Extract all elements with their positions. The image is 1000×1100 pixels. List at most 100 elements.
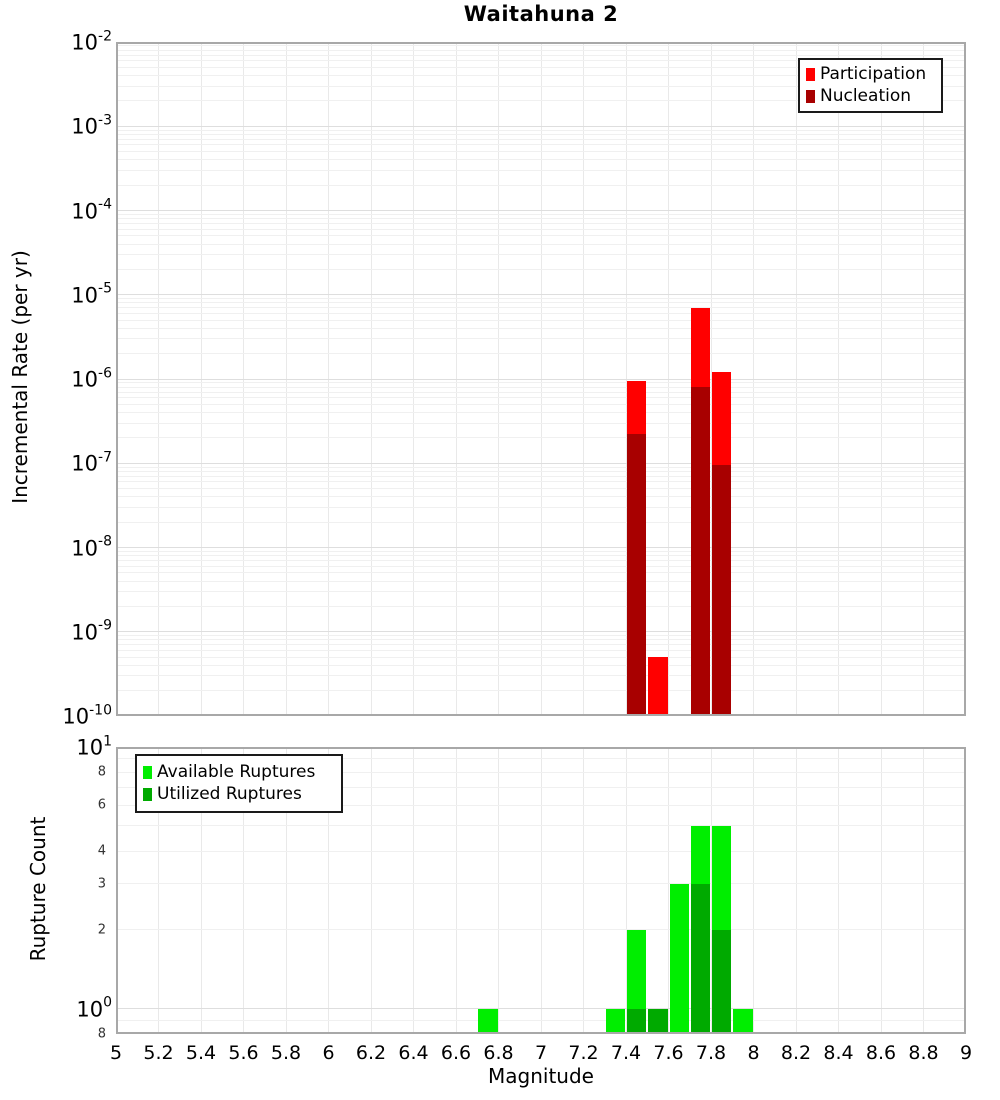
gridline-horizontal [116, 386, 966, 388]
bar-utilized [648, 1008, 668, 1034]
gridline-vertical [370, 747, 372, 1034]
legend-count: Available Ruptures Utilized Ruptures [135, 754, 343, 813]
gridline-vertical [285, 747, 287, 1034]
y-axis-tick-label: 101 [76, 733, 112, 760]
gridline-horizontal [116, 210, 966, 211]
bar-nucleation [627, 434, 647, 716]
x-axis-tick-label: 6.8 [483, 1042, 514, 1064]
gridline-vertical [455, 747, 457, 1034]
x-axis-tick-label: 5.8 [270, 1042, 302, 1064]
gridline-horizontal [116, 690, 966, 692]
gridline-horizontal [116, 496, 966, 498]
gridline-horizontal [116, 605, 966, 607]
y-axis-tick-label: 10-6 [71, 365, 112, 392]
gridline-horizontal [116, 850, 966, 852]
bar-available [605, 1008, 625, 1034]
gridline-horizontal [116, 664, 966, 666]
nucleation-swatch-icon [806, 89, 815, 103]
y-axis-minor-tick-label: 8 [97, 764, 106, 780]
gridline-horizontal [116, 422, 966, 424]
gridline-horizontal [116, 397, 966, 399]
y-axis-tick-label: 10-8 [71, 533, 112, 560]
gridline-horizontal [116, 302, 966, 304]
gridline-horizontal [116, 133, 966, 135]
gridline-horizontal [116, 555, 966, 557]
gridline-horizontal [116, 319, 966, 321]
gridline-horizontal [116, 312, 966, 314]
gridline-vertical [158, 747, 159, 1034]
gridline-vertical [243, 747, 244, 1034]
gridline-horizontal [116, 307, 966, 309]
available-swatch-icon [143, 765, 152, 779]
gridline-horizontal [116, 49, 966, 51]
gridline-horizontal [116, 235, 966, 237]
y-axis-tick-label: 100 [76, 994, 112, 1022]
gridline-horizontal [116, 631, 966, 633]
gridline-horizontal [116, 100, 966, 102]
bar-nucleation [712, 465, 732, 716]
gridline-horizontal [116, 929, 966, 931]
gridline-horizontal [116, 506, 966, 508]
y-axis-minor-tick-label: 4 [97, 843, 106, 859]
legend-item-participation: Participation [806, 66, 933, 83]
gridline-horizontal [116, 268, 966, 270]
gridline-vertical [880, 747, 882, 1034]
gridline-horizontal [116, 771, 966, 773]
gridline-horizontal [116, 462, 966, 464]
x-axis-tick-label: 6.4 [398, 1042, 429, 1064]
gridline-horizontal [116, 184, 966, 186]
gridline-horizontal [116, 804, 966, 806]
y-axis-tick-label: 10-10 [62, 702, 112, 729]
legend-item-available: Available Ruptures [143, 763, 333, 781]
x-axis-tick-label: 7.8 [695, 1042, 727, 1064]
gridline-horizontal [116, 129, 966, 131]
x-axis-tick-label: 8 [747, 1042, 760, 1064]
gridline-horizontal [116, 125, 966, 127]
y-axis-minor-tick-label: 8 [97, 1026, 106, 1042]
gridline-horizontal [116, 656, 966, 658]
gridline-horizontal [116, 475, 966, 477]
gridline-horizontal [116, 254, 966, 256]
gridline-vertical [923, 747, 924, 1034]
gridline-horizontal [116, 85, 966, 87]
gridline-horizontal [116, 66, 966, 68]
legend-item-utilized: Utilized Ruptures [143, 786, 333, 803]
gridline-horizontal [116, 223, 966, 225]
legend-label-participation: Participation [820, 64, 927, 85]
bar-available [669, 883, 689, 1034]
gridline-horizontal [116, 60, 966, 62]
x-axis-tick-label: 8.4 [823, 1042, 854, 1064]
gridline-horizontal [116, 758, 966, 760]
gridline-horizontal [116, 470, 966, 472]
utilized-swatch-icon [143, 788, 152, 802]
gridline-horizontal [116, 825, 966, 827]
gridline-horizontal [116, 54, 966, 56]
gridline-vertical [200, 747, 202, 1034]
gridline-horizontal [116, 644, 966, 646]
y-axis-tick-label: 10-7 [71, 449, 112, 476]
y-axis-minor-tick-label: 3 [97, 876, 106, 892]
bar-nucleation [690, 387, 710, 716]
gridline-horizontal [116, 243, 966, 245]
x-axis-tick-label: 7.4 [610, 1042, 642, 1064]
legend-label-utilized: Utilized Ruptures [157, 784, 302, 805]
participation-swatch-icon [806, 68, 815, 82]
gridline-horizontal [116, 488, 966, 490]
gridline-horizontal [116, 45, 966, 47]
bar-participation [648, 657, 668, 716]
top-plot-area [116, 42, 966, 716]
gridline-horizontal [116, 560, 966, 562]
y-axis-tick-label: 10-4 [71, 196, 112, 223]
bar-utilized [712, 929, 732, 1034]
gridline-horizontal [116, 138, 966, 140]
x-axis-tick-label: 6.2 [355, 1042, 387, 1064]
gridline-vertical [540, 747, 542, 1034]
y-axis-minor-tick-label: 6 [97, 797, 106, 813]
gridline-horizontal [116, 75, 966, 77]
gridline-horizontal [116, 572, 966, 574]
x-axis-tick-label: 9 [959, 1042, 973, 1064]
gridline-horizontal [116, 580, 966, 582]
legend-label-nucleation: Nucleation [820, 85, 912, 106]
gridline-horizontal [116, 675, 966, 677]
